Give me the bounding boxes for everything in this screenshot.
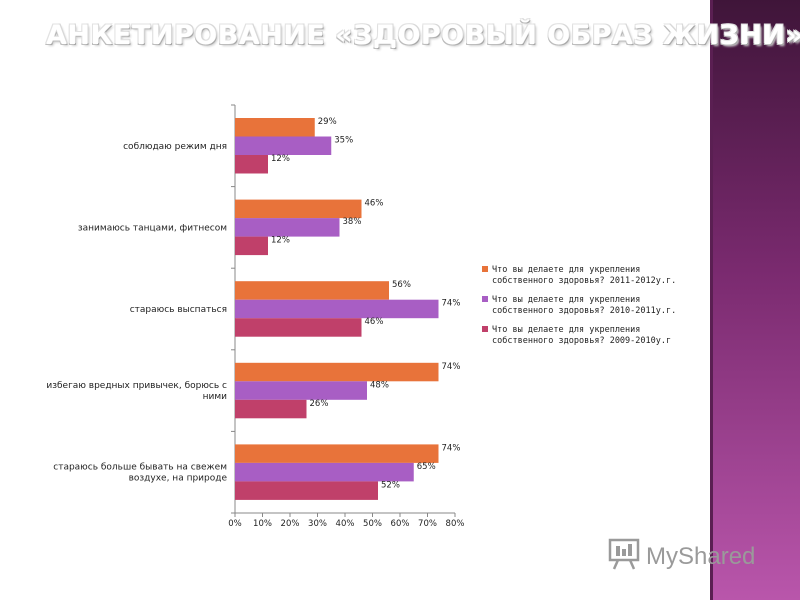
legend-swatch (482, 296, 488, 302)
x-tick-label: 60% (391, 519, 410, 529)
bar (235, 155, 268, 174)
data-label: 65% (417, 462, 436, 472)
bar (235, 481, 378, 500)
bar (235, 318, 362, 337)
bar (235, 463, 414, 482)
data-label: 12% (271, 154, 290, 164)
x-tick-label: 10% (253, 519, 272, 529)
data-label: 38% (343, 217, 362, 227)
legend-swatch (482, 266, 488, 272)
watermark-text: MyShared (646, 543, 755, 570)
category-label: воздухе, на природе (129, 474, 228, 484)
legend-label: Что вы делаете для укрепления (492, 295, 640, 305)
legend-label: Что вы делаете для укрепления (492, 265, 640, 275)
bar (235, 200, 362, 219)
data-label: 52% (381, 480, 400, 490)
category-label: стараюсь выспаться (130, 305, 227, 315)
data-label: 29% (318, 117, 337, 127)
x-tick-label: 50% (363, 519, 382, 529)
category-label: стараюсь больше бывать на свежем (53, 463, 227, 473)
category-label: избегаю вредных привычек, борюсь с (46, 381, 227, 391)
bar (235, 400, 307, 419)
presentation-board-icon (610, 540, 638, 569)
category-label: занимаюсь танцами, фитнесом (78, 223, 227, 233)
x-tick-label: 20% (281, 519, 300, 529)
x-tick-label: 70% (418, 519, 437, 529)
bar (235, 281, 389, 300)
data-label: 35% (334, 136, 353, 146)
bar (235, 118, 315, 137)
watermark: MyShared (606, 536, 776, 576)
bar-chart: 0% 10% 20% 30% 40% 50% 60% 70% 80% 29% 35% 12% соблю… (0, 0, 712, 600)
data-label: 56% (392, 280, 411, 290)
decorative-side-band (712, 0, 800, 600)
data-label: 74% (442, 443, 461, 453)
bar (235, 381, 367, 400)
data-label: 74% (442, 299, 461, 309)
data-label: 48% (370, 380, 389, 390)
bar (235, 137, 331, 156)
x-tick-label: 30% (308, 519, 327, 529)
legend-label: Что вы делаете для укрепления (492, 325, 640, 335)
x-tick-label: 0% (228, 519, 242, 529)
x-tick-label: 40% (336, 519, 355, 529)
legend-label: собственного здоровья? 2010-2011у.г. (492, 305, 676, 316)
legend-label: собственного здоровья? 2009-2010у.г (492, 335, 671, 346)
data-label: 26% (310, 399, 329, 409)
bar (235, 363, 439, 382)
bar (235, 237, 268, 256)
x-tick-label: 80% (446, 519, 465, 529)
data-label: 12% (271, 236, 290, 246)
legend-label: собственного здоровья? 2011-2012у.г. (492, 275, 676, 286)
plot-area: 0% 10% 20% 30% 40% 50% 60% 70% 80% 29% 35% 12% соблю… (46, 105, 464, 529)
bar (235, 218, 340, 237)
chart-legend: Что вы делаете для укреплениясобственног… (482, 265, 676, 346)
data-label: 46% (365, 199, 384, 209)
data-label: 46% (365, 317, 384, 327)
category-label: соблюдаю режим дня (123, 142, 227, 152)
bar (235, 444, 439, 463)
legend-swatch (482, 326, 488, 332)
bar (235, 300, 439, 319)
category-label: ними (203, 392, 228, 402)
data-label: 74% (442, 362, 461, 372)
